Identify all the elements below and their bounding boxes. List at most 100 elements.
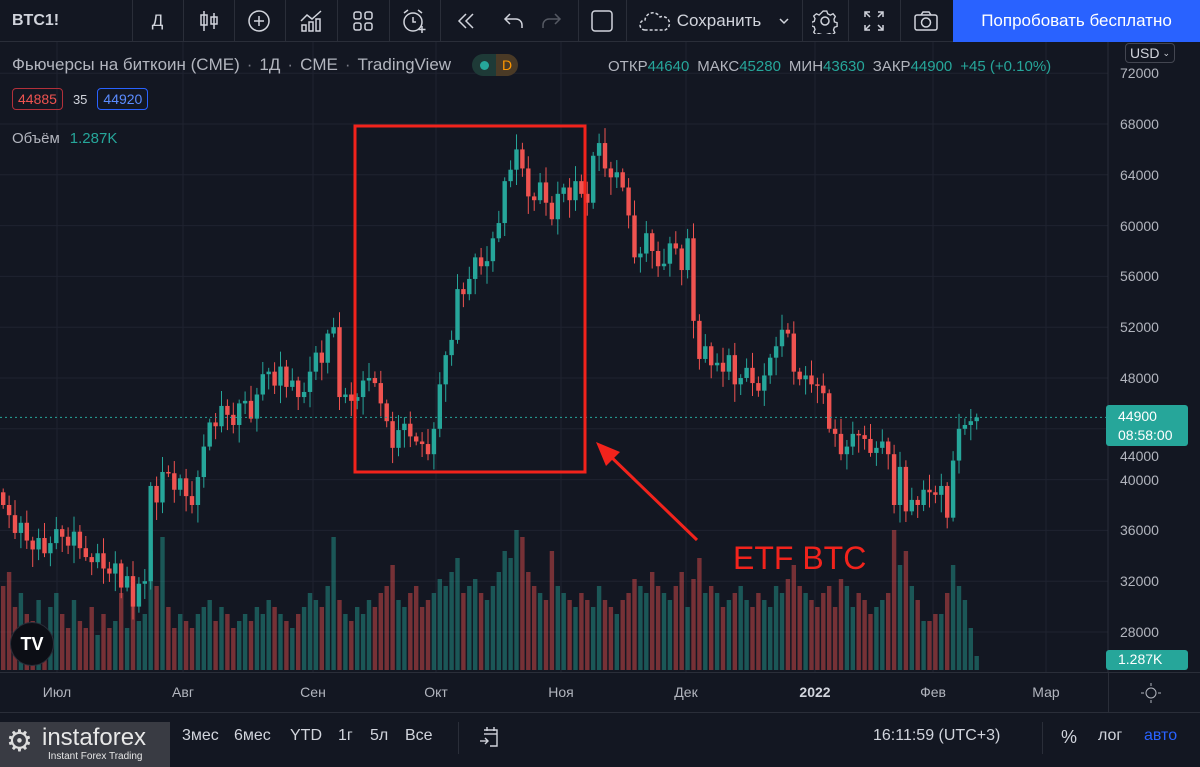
auto-scale-button[interactable]: авто bbox=[1144, 727, 1178, 744]
candle-body bbox=[178, 478, 183, 490]
candle-body bbox=[815, 384, 820, 386]
alert-button[interactable] bbox=[391, 0, 437, 42]
volume-bar bbox=[632, 579, 637, 670]
market-status-badge[interactable]: D bbox=[472, 54, 519, 76]
sun-icon bbox=[1141, 683, 1161, 703]
volume-bar bbox=[284, 621, 289, 670]
divider bbox=[285, 0, 286, 42]
candle-body bbox=[473, 257, 478, 279]
candle-body bbox=[313, 352, 319, 372]
chevron-down-icon bbox=[779, 18, 789, 25]
candle-body bbox=[6, 505, 12, 516]
candle-body bbox=[478, 257, 484, 267]
candle-body bbox=[130, 576, 136, 607]
volume-bar bbox=[431, 593, 437, 670]
layouts-button[interactable] bbox=[340, 0, 386, 42]
save-label: Сохранить bbox=[676, 11, 762, 30]
snapshot-button[interactable] bbox=[903, 0, 949, 42]
compare-button[interactable] bbox=[236, 0, 282, 42]
volume-bar bbox=[897, 565, 903, 670]
candle-body bbox=[425, 444, 431, 455]
price-tick-label: 48000 bbox=[1120, 370, 1159, 386]
bid-ask: 44885 35 44920 bbox=[12, 88, 149, 110]
sell-price-button[interactable]: 44885 bbox=[12, 88, 63, 110]
undo-button[interactable] bbox=[494, 0, 534, 42]
candle-body bbox=[89, 557, 94, 563]
percent-scale-button[interactable]: % bbox=[1061, 727, 1078, 747]
fullscreen-button[interactable] bbox=[851, 0, 897, 42]
axis-settings-button[interactable] bbox=[1140, 682, 1162, 709]
layout-select-button[interactable] bbox=[580, 0, 624, 42]
ohlc-values: ОТКР44640 МАКС45280 МИН43630 ЗАКР44900 +… bbox=[608, 58, 1051, 75]
indicators-button[interactable] bbox=[288, 0, 334, 42]
candle-body bbox=[939, 485, 944, 495]
volume-bar bbox=[809, 600, 814, 670]
candle-body bbox=[12, 515, 18, 533]
candle-body bbox=[933, 492, 938, 495]
volume-bar bbox=[520, 537, 525, 670]
buy-price-button[interactable]: 44920 bbox=[97, 88, 149, 110]
divider bbox=[389, 0, 390, 42]
timezone-clock-button[interactable]: 16:11:59 (UTC+3) bbox=[873, 727, 1001, 744]
gear-icon bbox=[812, 10, 838, 34]
currency-select[interactable]: USD ⌄ bbox=[1125, 43, 1175, 63]
volume-bar bbox=[172, 628, 177, 670]
volume-bar bbox=[71, 600, 77, 670]
delayed-status-label: D bbox=[496, 54, 519, 76]
range-3m-button[interactable]: 3мес bbox=[182, 727, 219, 744]
redo-button[interactable] bbox=[532, 0, 570, 42]
goto-date-button[interactable] bbox=[478, 725, 500, 754]
bottom-toolbar bbox=[0, 712, 1200, 767]
candle-body bbox=[797, 371, 802, 380]
volume-bar bbox=[933, 614, 938, 670]
candle-body bbox=[219, 405, 224, 427]
range-all-button[interactable]: Все bbox=[405, 727, 433, 744]
instaforex-watermark: ⚙ instaforex Instant Forex Trading bbox=[0, 722, 170, 767]
spread-value: 35 bbox=[72, 91, 88, 107]
candle-body bbox=[142, 581, 147, 584]
price-tick-label: 52000 bbox=[1120, 319, 1159, 336]
bar-countdown: 08:58:00 bbox=[1118, 427, 1173, 443]
range-1y-button[interactable]: 1г bbox=[338, 727, 353, 744]
candle-body bbox=[502, 181, 507, 224]
candle-body bbox=[838, 433, 844, 455]
settings-button[interactable] bbox=[804, 0, 846, 42]
close-value: 44900 bbox=[910, 58, 953, 75]
save-button[interactable]: Сохранить bbox=[630, 0, 770, 42]
time-tick-label: Сен bbox=[300, 684, 326, 700]
range-ytd-button[interactable]: YTD bbox=[290, 727, 322, 744]
log-scale-button[interactable]: лог bbox=[1098, 727, 1123, 744]
symbol-search-button[interactable]: BTC1! bbox=[0, 0, 130, 42]
range-6m-button[interactable]: 6мес bbox=[234, 727, 271, 744]
volume-bar bbox=[620, 600, 625, 670]
candle-body bbox=[290, 380, 295, 387]
candle-body bbox=[154, 485, 159, 503]
time-axis[interactable] bbox=[0, 672, 1200, 712]
volume-value: 1.287K bbox=[69, 130, 118, 147]
save-menu-button[interactable] bbox=[772, 0, 796, 42]
replay-button[interactable] bbox=[443, 0, 489, 42]
last-volume-label: 1.287K bbox=[1106, 650, 1188, 670]
range-5y-button[interactable]: 5л bbox=[370, 727, 389, 744]
volume-bar bbox=[148, 551, 153, 670]
candle-body bbox=[974, 417, 979, 422]
candle-body bbox=[101, 553, 106, 569]
candle-body bbox=[343, 394, 348, 398]
try-free-button[interactable]: Попробовать бесплатно bbox=[953, 0, 1200, 42]
volume-bar bbox=[254, 607, 260, 670]
candle-body bbox=[785, 329, 791, 334]
volume-bar bbox=[596, 586, 602, 670]
candle-body bbox=[709, 346, 714, 366]
calendar-goto-icon bbox=[480, 727, 498, 747]
instrument-title: Фьючерсы на биткоин (CME) bbox=[12, 55, 240, 74]
tradingview-logo[interactable]: TV bbox=[10, 622, 54, 666]
candle-body bbox=[201, 446, 206, 478]
interval-button[interactable]: Д bbox=[135, 0, 180, 42]
chart-type-button[interactable] bbox=[186, 0, 232, 42]
volume-bar bbox=[886, 593, 891, 670]
candle-body bbox=[738, 378, 743, 385]
volume-bar bbox=[626, 593, 631, 670]
candle-body bbox=[549, 202, 555, 220]
volume-bar bbox=[903, 551, 909, 670]
